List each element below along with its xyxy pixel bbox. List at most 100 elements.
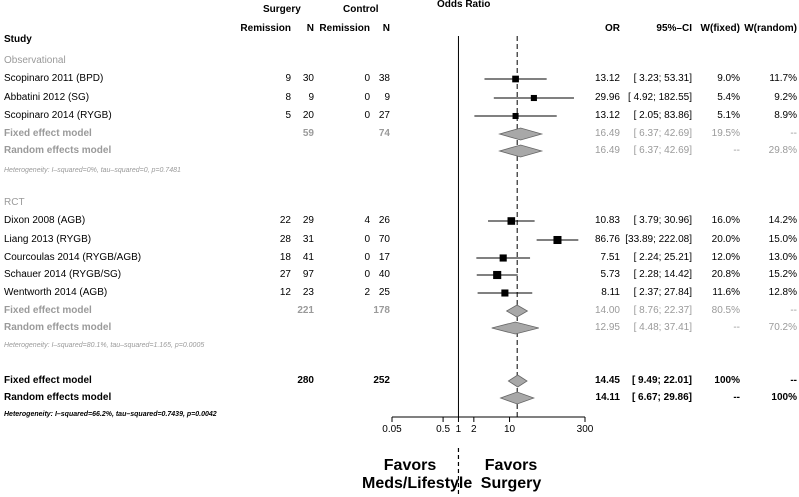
- ci-value: [ 9.49; 22.01]: [631, 375, 692, 386]
- control-n: 25: [378, 287, 390, 298]
- control-n: 27: [378, 110, 390, 121]
- summary-name: Fixed effect model: [4, 375, 92, 386]
- ci-value: [ 2.24; 25.21]: [633, 252, 692, 263]
- surgery-remission: 5: [285, 110, 291, 121]
- weight-fixed: --: [733, 322, 740, 333]
- ci-value: [ 2.28; 14.42]: [633, 269, 692, 280]
- control-n: 9: [384, 92, 390, 103]
- weight-random: 11.7%: [769, 73, 797, 84]
- weight-fixed: 80.5%: [711, 305, 740, 316]
- weight-fixed: 20.0%: [711, 234, 740, 245]
- x-tick-label: 2: [471, 424, 477, 435]
- summary-diamond: [491, 321, 539, 335]
- summary-diamond: [498, 144, 544, 158]
- or-value: 16.49: [594, 128, 620, 139]
- or-value: 12.95: [594, 322, 620, 333]
- x-tick-label: 1: [455, 424, 462, 435]
- ci-value: [ 3.79; 30.96]: [633, 215, 692, 226]
- or-value: 14.11: [595, 392, 620, 403]
- study-point-square: [507, 217, 516, 225]
- summary-name: Fixed effect model: [4, 305, 92, 316]
- control-n: 26: [378, 215, 390, 226]
- ci-value: [ 4.92; 182.55]: [628, 92, 692, 103]
- weight-random: --: [790, 375, 797, 386]
- header-w-fixed: W(fixed): [700, 23, 740, 34]
- header-odds-ratio: Odds Ratio: [437, 0, 491, 10]
- surgery-n: 31: [302, 234, 314, 245]
- surgery-remission: 12: [279, 287, 291, 298]
- or-value: 5.73: [600, 269, 620, 280]
- weight-fixed: 20.8%: [711, 269, 740, 280]
- weight-random: 12.8%: [768, 287, 797, 298]
- weight-random: 100%: [771, 392, 797, 403]
- surgery-remission: 18: [279, 252, 291, 263]
- control-remission: 0: [364, 269, 370, 280]
- study-point-square: [530, 94, 537, 102]
- study-point-square: [512, 75, 519, 83]
- weight-random: 8.9%: [774, 110, 797, 121]
- ci-value: [ 6.37; 42.69]: [633, 145, 692, 156]
- ci-value: [ 6.67; 29.86]: [631, 392, 692, 403]
- surgery-remission: 28: [279, 234, 291, 245]
- control-n: 40: [378, 269, 390, 280]
- control-n-total: 252: [373, 375, 390, 386]
- header-surgery-remission: Remission: [240, 23, 291, 34]
- x-tick-label: 10: [503, 424, 516, 435]
- control-remission: 0: [364, 92, 370, 103]
- ci-value: [ 6.37; 42.69]: [633, 128, 692, 139]
- ci-value: [33.89; 222.08]: [625, 234, 692, 245]
- study-name: Abbatini 2012 (SG): [4, 92, 90, 103]
- header-w-random: W(random): [744, 23, 797, 34]
- weight-random: 29.8%: [768, 145, 797, 156]
- summary-name: Random effects model: [4, 145, 112, 156]
- header-control-n: N: [382, 23, 390, 34]
- ci-value: [ 4.48; 37.41]: [633, 322, 692, 333]
- study-name: Dixon 2008 (AGB): [4, 215, 86, 226]
- control-remission: 2: [364, 287, 370, 298]
- surgery-n: 23: [302, 287, 314, 298]
- surgery-n-total: 280: [297, 375, 314, 386]
- header-surgery: Surgery: [263, 4, 301, 15]
- summary-name: Random effects model: [4, 322, 112, 333]
- favors-left-label: Favors Meds/Lifestyle: [362, 457, 473, 492]
- weight-fixed: 5.4%: [717, 92, 740, 103]
- study-point-square: [501, 289, 509, 297]
- summary-diamond: [499, 391, 535, 405]
- or-value: 14.45: [594, 375, 620, 386]
- or-value: 8.11: [601, 287, 620, 298]
- study-point-square: [493, 270, 502, 280]
- or-value: 10.83: [594, 215, 620, 226]
- group-label-rct: RCT: [4, 197, 25, 208]
- x-tick-label: 0.05: [382, 424, 402, 435]
- surgery-remission: 9: [285, 73, 291, 84]
- control-remission: 4: [364, 215, 370, 226]
- weight-random: 9.2%: [774, 92, 797, 103]
- control-remission: 0: [364, 110, 370, 121]
- weight-fixed: --: [733, 392, 740, 403]
- or-value: 29.96: [594, 92, 620, 103]
- study-point-square: [499, 254, 507, 262]
- weight-fixed: 5.1%: [717, 110, 740, 121]
- control-remission: 0: [364, 252, 370, 263]
- study-point-square: [512, 112, 519, 120]
- control-n-total: 74: [378, 128, 390, 139]
- study-name: Courcoulas 2014 (RYGB/AGB): [4, 252, 142, 263]
- study-name: Scopinaro 2014 (RYGB): [4, 110, 112, 121]
- control-remission: 0: [364, 234, 370, 245]
- weight-fixed: 100%: [714, 375, 740, 386]
- x-tick-label: 300: [576, 424, 594, 435]
- heterogeneity-observational: Heterogeneity: I–squared=0%, tau–squared…: [4, 167, 181, 174]
- control-n: 38: [378, 73, 390, 84]
- study-name: Wentworth 2014 (AGB): [4, 287, 108, 298]
- surgery-n: 20: [302, 110, 314, 121]
- weight-random: 15.0%: [768, 234, 797, 245]
- or-value: 14.00: [594, 305, 620, 316]
- summary-diamond: [498, 127, 544, 141]
- weight-random: --: [790, 128, 797, 139]
- weight-random: 70.2%: [768, 322, 797, 333]
- or-value: 13.12: [594, 73, 620, 84]
- weight-fixed: 19.5%: [711, 128, 740, 139]
- control-n: 70: [378, 234, 390, 245]
- ci-value: [ 2.05; 83.86]: [633, 110, 692, 121]
- weight-fixed: 16.0%: [711, 215, 740, 226]
